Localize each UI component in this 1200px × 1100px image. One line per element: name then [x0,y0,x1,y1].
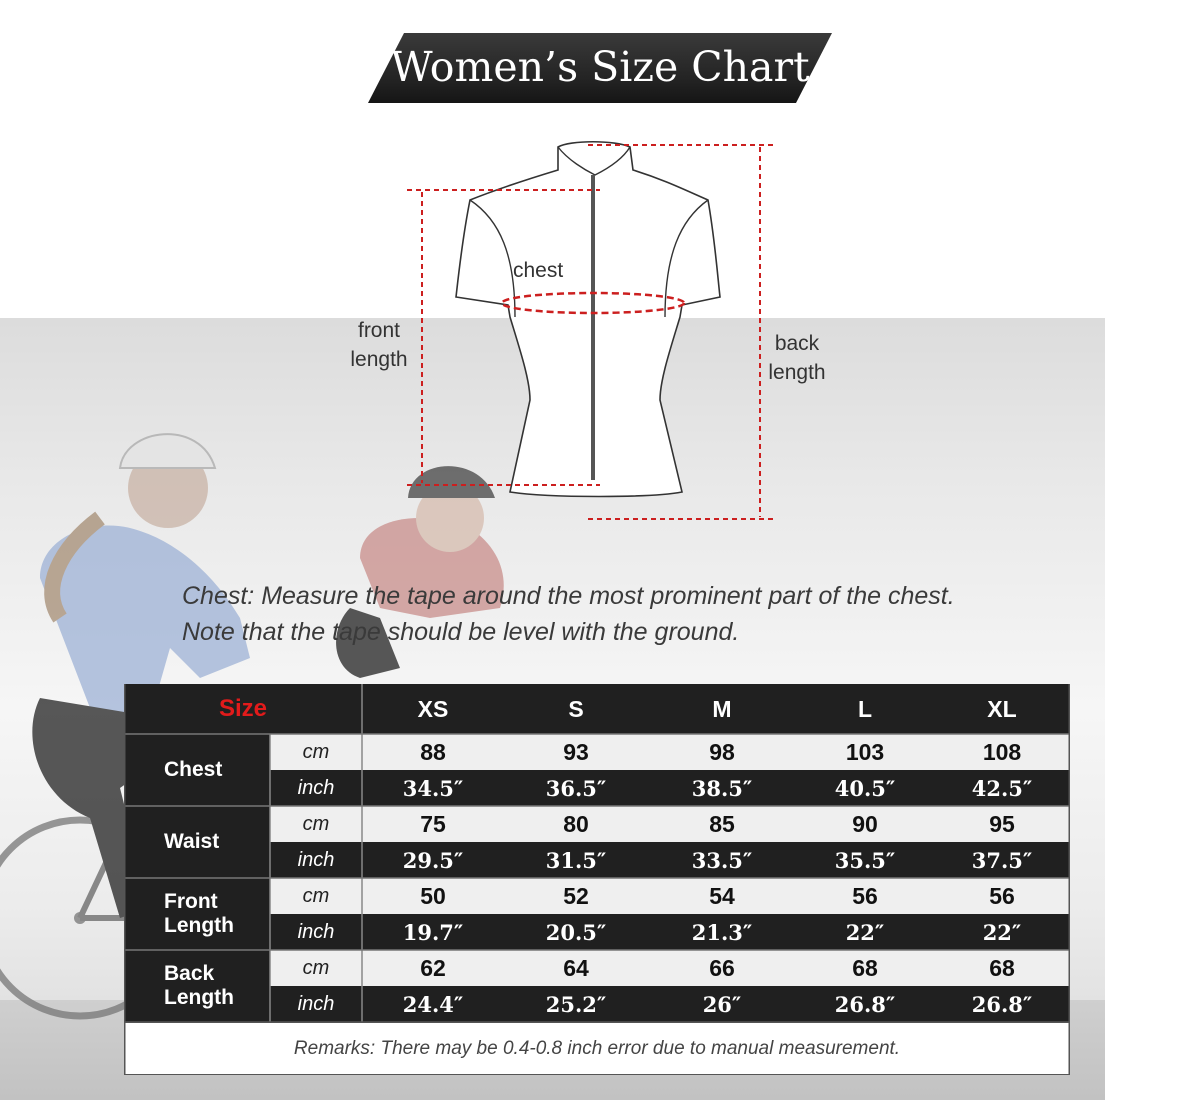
unit-label-cm: cm [270,734,362,770]
title-banner: Women’s Size Chart [368,33,832,103]
size-chart-table: Size XS S M L XL Chest cm inch 88 93 98 103 108 34.5″ 3… [124,684,1070,1075]
table-cell-inch: 22″ [796,914,934,950]
table-cell-inch: 26.8″ [934,986,1070,1022]
table-cell-inch: 24.4″ [362,986,504,1022]
table-cell-inch: 26″ [648,986,796,1022]
table-cell-inch: 37.5″ [934,842,1070,878]
table-cell-inch: 21.3″ [648,914,796,950]
title-banner-shape [368,33,832,103]
front-length-label: front length [344,316,414,374]
jersey-diagram: chest front length back length [330,130,850,530]
rider-one-helmet [118,433,217,469]
table-cell-cm: 64 [504,950,648,986]
jersey-drawing [407,141,773,520]
table-cell-cm: 50 [362,878,504,914]
right-sleeve-seam [664,199,709,318]
table-cell-inch: 36.5″ [504,770,648,806]
measurement-label-line: Back [164,962,215,985]
instruction-line-2: Note that the tape should be level with … [182,618,740,646]
measurement-label: Waist [124,806,270,878]
back-length-label-line-2: length [768,361,826,384]
table-cell-cm: 108 [934,734,1070,770]
table-cell-inch: 33.5″ [648,842,796,878]
unit-label-inch: inch [270,842,362,878]
table-cell-inch: 31.5″ [504,842,648,878]
instruction-line-1: Chest: Measure the tape around the most … [182,582,955,610]
table-cell-cm: 52 [504,878,648,914]
cyclists-photo [0,433,504,1020]
table-cell-cm: 95 [934,806,1070,842]
rider-one-jersey [40,525,250,718]
front-length-label-line-2: length [350,348,408,371]
measurement-label-line: Length [164,986,234,1009]
rider-two-head [416,484,484,552]
table-cell-cm: 103 [796,734,934,770]
table-cell-inch: 22″ [934,914,1070,950]
front-length-label-line-1: front [357,319,401,342]
table-cell-cm: 93 [504,734,648,770]
size-column-header: XS [362,684,504,734]
table-cell-cm: 90 [796,806,934,842]
table-cell-inch: 40.5″ [796,770,934,806]
table-cell-cm: 85 [648,806,796,842]
size-column-header: L [796,684,934,734]
remarks-note: Remarks: There may be 0.4-0.8 inch error… [124,1022,1070,1075]
table-cell-cm: 88 [362,734,504,770]
table-cell-inch: 35.5″ [796,842,934,878]
page-title: Women’s Size Chart [390,43,810,91]
table-cell-cm: 68 [934,950,1070,986]
size-header: Size [124,684,362,734]
table-cell-inch: 42.5″ [934,770,1070,806]
table-cell-cm: 54 [648,878,796,914]
measurement-label-line: Front [164,890,218,913]
size-column-header: M [648,684,796,734]
unit-label-cm: cm [270,806,362,842]
unit-label-inch: inch [270,986,362,1022]
table-cell-inch: 38.5″ [648,770,796,806]
size-column-header: XL [934,684,1070,734]
table-cell-inch: 29.5″ [362,842,504,878]
jersey-outline [455,141,721,498]
rider-two-shorts [336,608,400,678]
table-cell-inch: 20.5″ [504,914,648,950]
unit-label-cm: cm [270,878,362,914]
size-column-header: S [504,684,648,734]
table-cell-inch: 34.5″ [362,770,504,806]
unit-label-inch: inch [270,770,362,806]
measurement-label: Back Length [124,950,270,1022]
table-cell-cm: 66 [648,950,796,986]
rider-two-helmet [408,466,495,498]
measurement-label-line: Length [164,914,234,937]
back-length-label-line-1: back [774,332,820,355]
table-cell-cm: 75 [362,806,504,842]
table-cell-cm: 80 [504,806,648,842]
table-cell-cm: 98 [648,734,796,770]
table-cell-cm: 62 [362,950,504,986]
table-cell-inch: 26.8″ [796,986,934,1022]
unit-label-inch: inch [270,914,362,950]
measurement-label-line: Waist [164,830,220,853]
back-length-label: back length [762,329,832,387]
measurement-label-line: Chest [164,758,223,781]
measurement-label: Chest [124,734,270,806]
unit-label-cm: cm [270,950,362,986]
measurement-label: Front Length [124,878,270,950]
table-cell-cm: 68 [796,950,934,986]
table-cell-cm: 56 [796,878,934,914]
table-cell-inch: 25.2″ [504,986,648,1022]
chest-measure-line [500,291,686,315]
chest-label: chest [513,259,564,282]
rider-one-hair [44,511,105,623]
table-cell-cm: 56 [934,878,1070,914]
table-cell-inch: 19.7″ [362,914,504,950]
